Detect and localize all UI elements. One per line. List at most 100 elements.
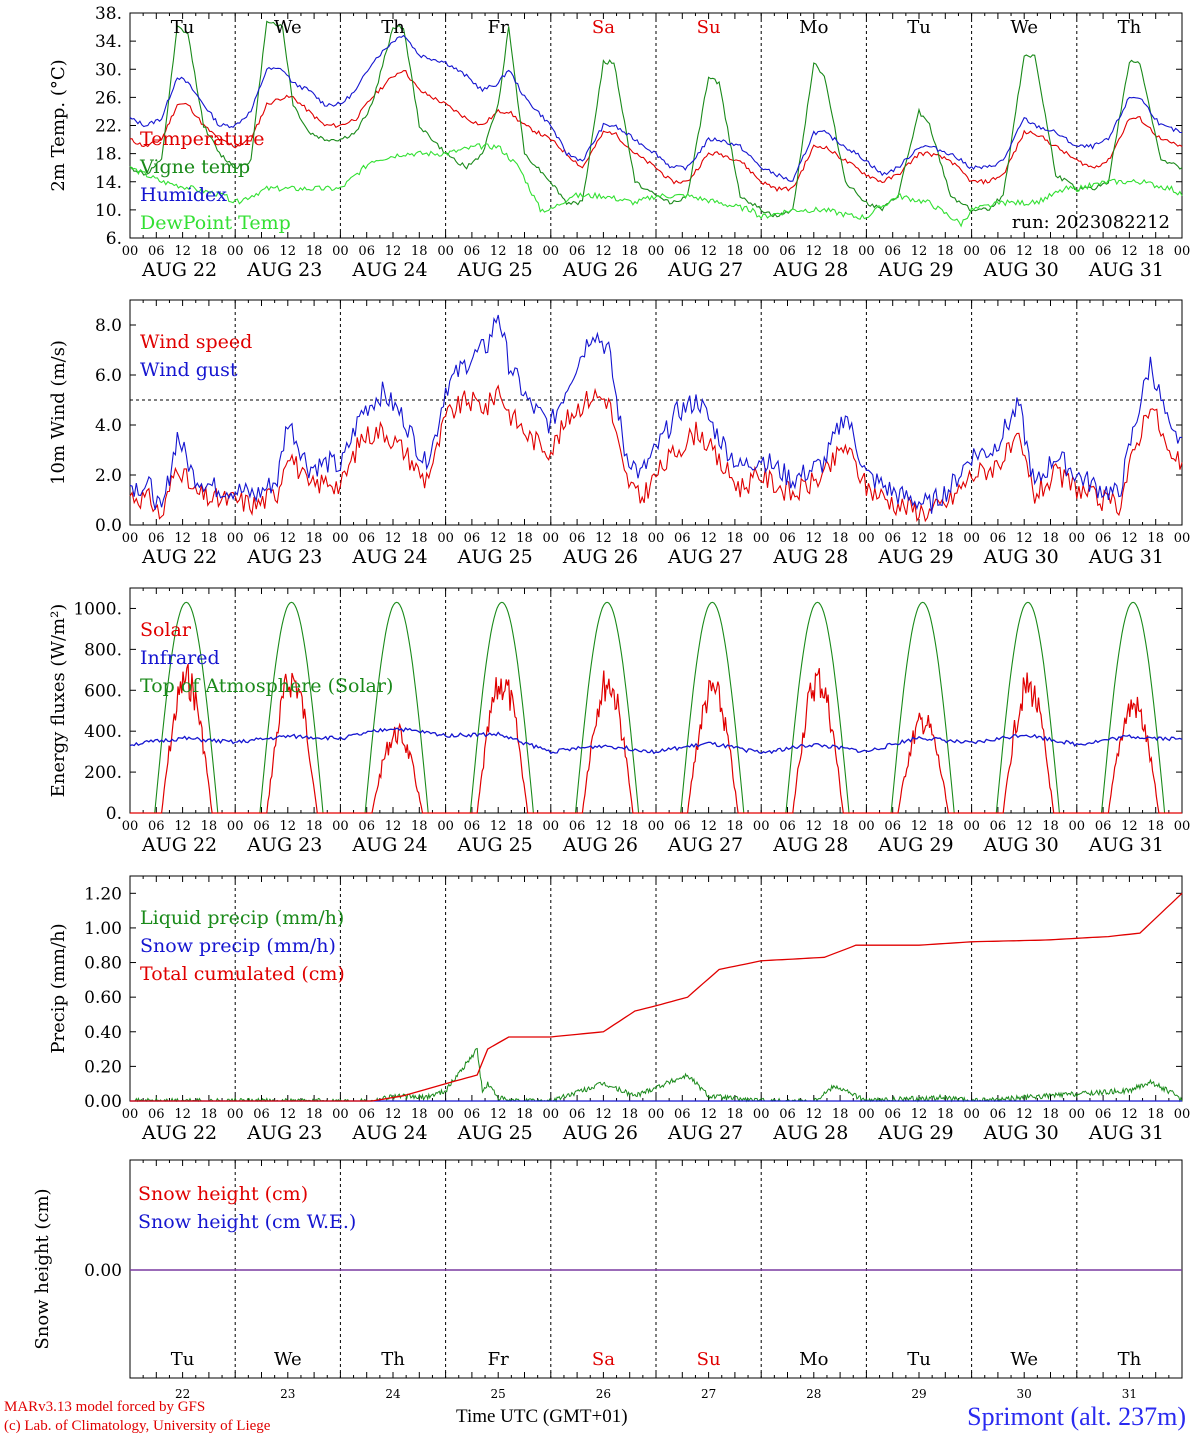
day-number-label: 22 xyxy=(175,1387,190,1401)
hour-tick-label: 18 xyxy=(937,1107,954,1122)
hour-tick-label: 12 xyxy=(1016,531,1033,546)
day-name-label: Th xyxy=(381,1349,405,1370)
hour-tick-label: 18 xyxy=(201,244,218,259)
day-name-label: Tu xyxy=(171,1349,195,1370)
y-tick-label: 18. xyxy=(95,145,122,165)
x-axis-title: Time UTC (GMT+01) xyxy=(456,1406,628,1427)
hour-tick-label: 12 xyxy=(1121,244,1138,259)
hour-tick-label: 06 xyxy=(253,244,270,259)
series-line-wind-gust xyxy=(129,314,1183,514)
legend-entry: Liquid precip (mm/h) xyxy=(140,907,344,929)
hour-tick-label: 12 xyxy=(174,531,191,546)
hour-tick-label: 18 xyxy=(832,244,849,259)
hour-tick-label: 06 xyxy=(464,819,481,834)
date-label: AUG 30 xyxy=(983,259,1059,281)
hour-tick-label: 00 xyxy=(963,531,980,546)
hour-tick-label: 00 xyxy=(332,819,349,834)
date-label: AUG 31 xyxy=(1088,546,1164,568)
hour-tick-label: 00 xyxy=(963,819,980,834)
hour-tick-label: 12 xyxy=(806,819,823,834)
y-tick-label: 0.20 xyxy=(84,1057,122,1077)
hour-tick-label: 06 xyxy=(884,531,901,546)
y-tick-label: 200. xyxy=(84,763,122,783)
hour-tick-label: 18 xyxy=(201,531,218,546)
credit-line-1: MARv3.13 model forced by GFS xyxy=(4,1399,206,1415)
hour-tick-label: 00 xyxy=(122,531,139,546)
hour-tick-label: 00 xyxy=(227,531,244,546)
hour-tick-label: 18 xyxy=(411,244,428,259)
hour-tick-label: 00 xyxy=(543,531,560,546)
hour-tick-label: 18 xyxy=(516,244,533,259)
y-tick-label: 14. xyxy=(95,173,122,193)
y-tick-label: 34. xyxy=(95,32,122,52)
hour-tick-label: 12 xyxy=(595,244,612,259)
date-label: AUG 29 xyxy=(877,546,953,568)
hour-tick-label: 00 xyxy=(332,244,349,259)
hour-tick-label: 18 xyxy=(621,1107,638,1122)
date-label: AUG 25 xyxy=(457,259,533,281)
hour-tick-label: 18 xyxy=(832,531,849,546)
y-tick-label: 0.80 xyxy=(84,954,122,974)
day-name-label: We xyxy=(1010,1349,1038,1370)
hour-tick-label: 18 xyxy=(1042,244,1059,259)
hour-tick-label: 18 xyxy=(201,819,218,834)
series-line-temperature xyxy=(129,70,1183,193)
hour-tick-label: 18 xyxy=(937,531,954,546)
hour-tick-label: 18 xyxy=(937,244,954,259)
legend-entry: Humidex xyxy=(140,184,227,206)
hour-tick-label: 06 xyxy=(464,531,481,546)
hour-tick-label: 06 xyxy=(779,819,796,834)
day-number-label: 28 xyxy=(806,1387,821,1401)
y-tick-label: 22. xyxy=(95,117,122,137)
date-label: AUG 27 xyxy=(667,259,743,281)
y-tick-label: 2.0 xyxy=(95,466,122,486)
legend-entry: Wind gust xyxy=(140,359,238,381)
day-name-label: Tu xyxy=(907,17,931,38)
hour-tick-label: 06 xyxy=(674,819,691,834)
hour-tick-label: 12 xyxy=(1016,1107,1033,1122)
hour-tick-label: 00 xyxy=(437,531,454,546)
hour-tick-label: 18 xyxy=(727,1107,744,1122)
hour-tick-label: 12 xyxy=(385,819,402,834)
day-number-label: 31 xyxy=(1122,1387,1137,1401)
hour-tick-label: 18 xyxy=(306,1107,323,1122)
date-label: AUG 31 xyxy=(1088,1122,1164,1144)
hour-tick-label: 06 xyxy=(253,819,270,834)
hour-tick-label: 12 xyxy=(385,244,402,259)
day-number-label: 26 xyxy=(596,1387,611,1401)
hour-tick-label: 06 xyxy=(1095,244,1112,259)
date-label: AUG 30 xyxy=(983,1122,1059,1144)
y-axis-label: Precip (mm/h) xyxy=(48,923,69,1053)
day-name-label: We xyxy=(274,1349,302,1370)
date-label: AUG 28 xyxy=(772,1122,848,1144)
hour-tick-label: 06 xyxy=(779,244,796,259)
hour-tick-label: 12 xyxy=(595,1107,612,1122)
date-label: AUG 28 xyxy=(772,259,848,281)
day-number-label: 24 xyxy=(385,1387,401,1401)
hour-tick-label: 06 xyxy=(990,244,1007,259)
y-axis-label: Energy fluxes (W/m²) xyxy=(48,604,69,798)
hour-tick-label: 12 xyxy=(806,244,823,259)
hour-tick-label: 12 xyxy=(1016,819,1033,834)
hour-tick-label: 00 xyxy=(858,819,875,834)
hour-tick-label: 18 xyxy=(621,244,638,259)
hour-tick-label: 00 xyxy=(1069,531,1086,546)
hour-tick-label: 06 xyxy=(884,819,901,834)
hour-tick-label: 00 xyxy=(753,531,770,546)
date-label: AUG 27 xyxy=(667,834,743,856)
hour-tick-label: 12 xyxy=(1121,531,1138,546)
day-name-label: Th xyxy=(1118,1349,1142,1370)
date-label: AUG 26 xyxy=(562,1122,638,1144)
date-label: AUG 29 xyxy=(877,259,953,281)
hour-tick-label: 00 xyxy=(648,1107,665,1122)
date-label: AUG 25 xyxy=(457,834,533,856)
hour-tick-label: 18 xyxy=(306,819,323,834)
day-name-label: Fr xyxy=(488,17,509,38)
hour-tick-label: 06 xyxy=(884,244,901,259)
day-name-label: Th xyxy=(381,17,405,38)
hour-tick-label: 06 xyxy=(990,1107,1007,1122)
hour-tick-label: 12 xyxy=(385,1107,402,1122)
y-tick-label: 30. xyxy=(95,60,122,80)
y-tick-label: 1000. xyxy=(73,599,122,619)
hour-tick-label: 06 xyxy=(674,531,691,546)
